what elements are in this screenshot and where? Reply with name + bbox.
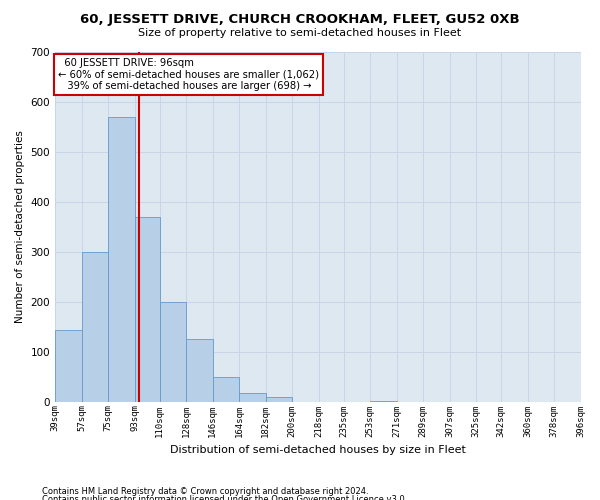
Bar [212,376,239,402]
Bar [186,339,212,402]
Bar [239,392,266,402]
Text: 60 JESSETT DRIVE: 96sqm  
← 60% of semi-detached houses are smaller (1,062)
   3: 60 JESSETT DRIVE: 96sqm ← 60% of semi-de… [58,58,319,90]
Text: Contains public sector information licensed under the Open Government Licence v3: Contains public sector information licen… [42,495,407,500]
Bar [370,400,397,402]
Text: 60, JESSETT DRIVE, CHURCH CROOKHAM, FLEET, GU52 0XB: 60, JESSETT DRIVE, CHURCH CROOKHAM, FLEE… [80,12,520,26]
Bar [82,252,108,402]
Bar [55,330,82,402]
Text: Size of property relative to semi-detached houses in Fleet: Size of property relative to semi-detach… [139,28,461,38]
Bar [160,302,186,402]
Y-axis label: Number of semi-detached properties: Number of semi-detached properties [15,130,25,323]
Bar [134,216,160,402]
Text: Contains HM Land Registry data © Crown copyright and database right 2024.: Contains HM Land Registry data © Crown c… [42,488,368,496]
Bar [108,116,134,402]
X-axis label: Distribution of semi-detached houses by size in Fleet: Distribution of semi-detached houses by … [170,445,466,455]
Bar [266,396,292,402]
